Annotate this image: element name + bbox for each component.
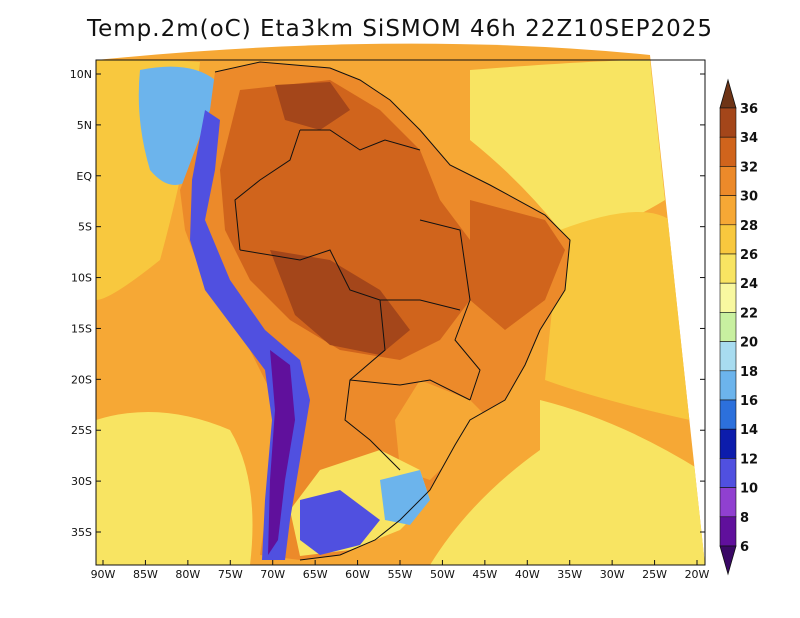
colorbar: 36 34 32 30 28 26 24 22 20 18 16 14 12 10 8 6 <box>719 78 758 576</box>
colorbar-label: 26 <box>740 248 758 263</box>
colorbar-label: 30 <box>740 190 758 205</box>
temperature-field <box>96 43 705 566</box>
southern-cold-area <box>300 490 380 555</box>
atlantic-cool-area <box>470 60 665 232</box>
colorbar-label: 16 <box>740 394 758 409</box>
colorbar-segment <box>719 312 737 342</box>
lon-tick-label: 65W <box>303 568 328 581</box>
lat-tick-label: EQ <box>76 170 92 183</box>
lat-tick-label: 10S <box>71 272 92 285</box>
lat-tick-label: 25S <box>71 424 92 437</box>
lat-tick-label: 5S <box>78 221 92 234</box>
colorbar-label: 6 <box>740 540 749 555</box>
map-title: Temp.2m(oC) Eta3km SiSMOM 46h 22Z10SEP20… <box>86 16 714 42</box>
lon-tick-label: 50W <box>430 568 455 581</box>
lon-tick-label: 20W <box>685 568 710 581</box>
uruguay-cool-area <box>380 470 430 525</box>
lon-tick-label: 80W <box>175 568 200 581</box>
colorbar-segment <box>719 107 737 138</box>
colorbar-label: 28 <box>740 219 758 234</box>
colorbar-label: 10 <box>740 482 758 497</box>
lon-tick-label: 55W <box>388 568 413 581</box>
coastline <box>214 61 571 561</box>
colorbar-label: 20 <box>740 336 758 351</box>
lon-tick-label: 45W <box>472 568 497 581</box>
colorbar-top-arrow <box>719 78 737 109</box>
lat-tick-label: 35S <box>71 526 92 539</box>
colorbar-segment <box>719 487 737 518</box>
lat-tick-label: 10N <box>70 68 92 81</box>
colorbar-label: 34 <box>740 131 758 146</box>
peru-colombia-border <box>234 129 301 251</box>
colorbar-label: 32 <box>740 160 758 175</box>
andes-very-cold-core <box>268 350 295 555</box>
lon-tick-label: 30W <box>600 568 625 581</box>
lon-tick-label: 85W <box>133 568 158 581</box>
colorbar-segment <box>719 341 737 372</box>
colorbar-segment <box>719 195 737 226</box>
colorbar-segment <box>719 370 737 401</box>
colorbar-label: 22 <box>740 306 758 321</box>
colorbar-label: 14 <box>740 423 758 438</box>
brazil-north-border <box>300 129 421 151</box>
central-brazil-very-hot-area <box>270 250 410 355</box>
state-border-3 <box>349 379 471 401</box>
lon-tick-label: 90W <box>91 568 116 581</box>
colorbar-segment <box>719 166 737 196</box>
amazon-hot-area <box>220 80 470 360</box>
latitude-ticks: 10N 5N EQ 5S 10S 15S 20S 25S 30S 35S <box>70 68 705 539</box>
lat-tick-label: 30S <box>71 475 92 488</box>
lon-tick-label: 75W <box>218 568 243 581</box>
atlantic-mild-area <box>545 212 690 420</box>
colorbar-label: 24 <box>740 277 758 292</box>
lon-tick-label: 25W <box>642 568 667 581</box>
colorbar-segment <box>719 253 737 284</box>
colorbar-segment <box>719 224 737 255</box>
longitude-ticks: 90W 85W 80W 75W 70W 65W 60W 55W 50W 45W 40W 35W 30W 2… <box>91 560 710 581</box>
south-atlantic-cool-area <box>430 400 705 565</box>
lon-tick-label: 35W <box>557 568 582 581</box>
lon-tick-label: 60W <box>345 568 370 581</box>
colorbar-label: 12 <box>740 452 758 467</box>
northern-very-hot-area <box>275 82 350 130</box>
brazil-west-border <box>239 249 401 471</box>
northeast-brazil-warm-area <box>470 200 565 330</box>
colorbar-segment <box>719 282 737 313</box>
colorbar-label: 8 <box>740 511 749 526</box>
state-border-2 <box>380 299 461 311</box>
colorbar-segment <box>719 136 737 167</box>
colorbar-label: 36 <box>740 102 758 117</box>
lat-tick-label: 20S <box>71 373 92 386</box>
lat-tick-label: 5N <box>77 119 92 132</box>
pacific-cool-area <box>96 412 253 565</box>
colorbar-label: 18 <box>740 365 758 380</box>
state-borders <box>419 219 481 401</box>
lon-tick-label: 40W <box>515 568 540 581</box>
lat-tick-label: 15S <box>71 322 92 335</box>
colorbar-bottom-arrow <box>719 545 737 576</box>
colorbar-segment <box>719 458 737 488</box>
lon-tick-label: 70W <box>260 568 285 581</box>
country-borders <box>214 61 571 561</box>
colorbar-segment <box>719 399 737 430</box>
southeast-brazil-mild-area <box>395 380 490 480</box>
colorbar-segment <box>719 516 737 547</box>
colorbar-segment <box>719 428 737 459</box>
